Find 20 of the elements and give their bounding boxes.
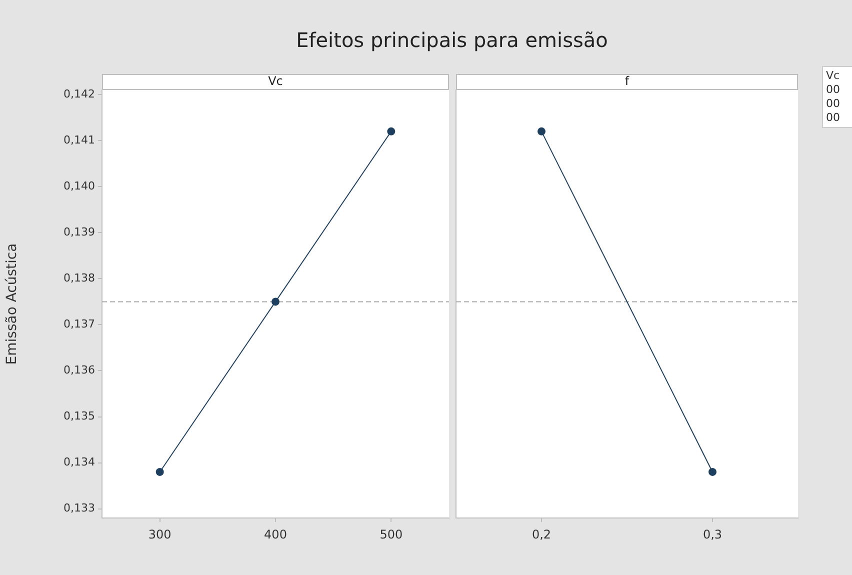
y-tick-label: 0,138 [64, 272, 95, 285]
chart-subtitle: f [624, 74, 630, 88]
y-axis-title: Emissão Acústica [4, 243, 20, 365]
y-tick-label: 0,134 [64, 456, 95, 469]
chart-title: Efeitos principais para emissão [295, 28, 609, 52]
y-tick-label: 0,140 [64, 180, 95, 193]
chart-subtitle: Vc [268, 74, 283, 88]
x-tick-label: 0,2 [532, 527, 552, 542]
x-tick-label: 400 [264, 527, 287, 542]
y-tick-label: 0,139 [64, 226, 95, 239]
x-tick-label: 0,3 [702, 527, 722, 542]
y-tick-label: 0,135 [64, 410, 95, 423]
text: Vc 00 00 00 [822, 66, 852, 128]
y-tick-label: 0,136 [64, 364, 95, 377]
x-tick-label: 500 [380, 527, 403, 542]
y-tick-label: 0,141 [64, 133, 95, 146]
y-tick-label: 0,142 [64, 87, 95, 100]
y-tick-label: 0,133 [64, 502, 95, 515]
x-tick-label: 300 [148, 527, 172, 542]
y-tick-label: 0,137 [64, 318, 95, 331]
